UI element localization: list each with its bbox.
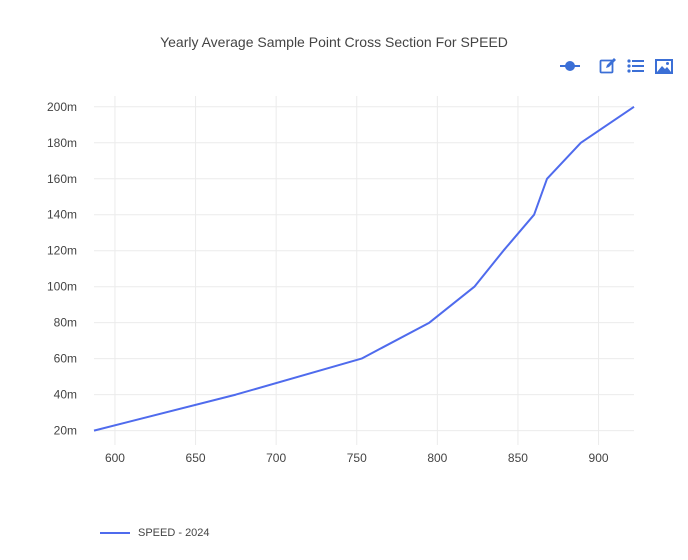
x-tick-label: 650 <box>186 451 206 465</box>
legend-label: SPEED - 2024 <box>138 527 210 539</box>
y-tick-label: 120m <box>47 244 77 258</box>
image-icon[interactable] <box>654 56 674 76</box>
edit-icon[interactable] <box>598 56 618 76</box>
legend[interactable]: SPEED - 2024 <box>100 527 210 539</box>
legend-line-swatch <box>100 532 130 534</box>
chart-title: Yearly Average Sample Point Cross Sectio… <box>160 34 508 50</box>
y-tick-label: 100m <box>47 280 77 294</box>
x-tick-label: 900 <box>589 451 609 465</box>
y-tick-label: 180m <box>47 136 77 150</box>
y-tick-label: 60m <box>54 352 77 366</box>
series-line <box>93 105 635 432</box>
y-tick-label: 80m <box>54 316 77 330</box>
chart-toolbar <box>560 56 674 76</box>
y-tick-label: 200m <box>47 100 77 114</box>
y-tick-label: 40m <box>54 388 77 402</box>
y-tick-label: 20m <box>54 424 77 438</box>
x-tick-label: 800 <box>427 451 447 465</box>
x-tick-label: 700 <box>266 451 286 465</box>
x-tick-label: 600 <box>105 451 125 465</box>
x-tick-label: 750 <box>347 451 367 465</box>
list-icon[interactable] <box>626 56 646 76</box>
y-tick-label: 140m <box>47 208 77 222</box>
x-tick-label: 850 <box>508 451 528 465</box>
y-tick-label: 160m <box>47 172 77 186</box>
dot-line-icon[interactable] <box>560 56 580 76</box>
